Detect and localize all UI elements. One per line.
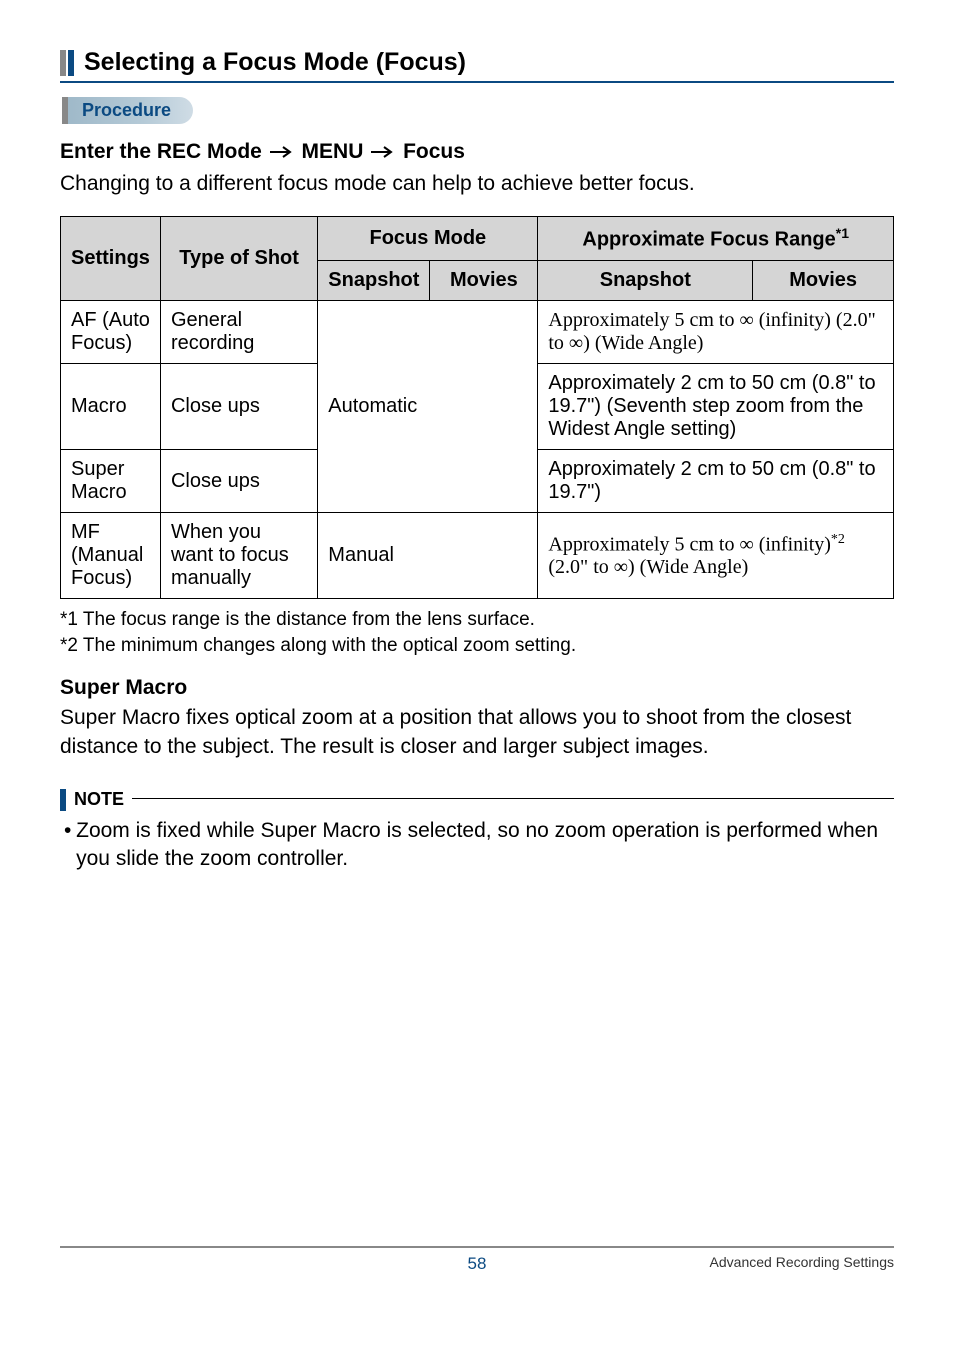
cell-focus-mode-auto: Automatic <box>318 301 538 513</box>
cell-setting: AF (Auto Focus) <box>61 301 161 364</box>
super-macro-text: Super Macro fixes optical zoom at a posi… <box>60 704 894 761</box>
cell-type: Close ups <box>160 364 317 450</box>
th-focus-mode: Focus Mode <box>318 217 538 261</box>
procedure-pill: Procedure <box>62 97 193 124</box>
cell-type: When you want to focus manually <box>160 513 317 599</box>
cell-range: Approximately 2 cm to 50 cm (0.8" to 19.… <box>538 450 894 513</box>
section-title: Selecting a Focus Mode (Focus) <box>84 48 466 77</box>
footnote-2: *2 The minimum changes along with the op… <box>60 633 894 659</box>
footnotes: *1 The focus range is the distance from … <box>60 607 894 658</box>
cell-focus-mode-manual: Manual <box>318 513 538 599</box>
th-range-snapshot: Snapshot <box>538 261 753 301</box>
table-header-row: Settings Type of Shot Focus Mode Approxi… <box>61 217 894 261</box>
cell-range: Approximately 2 cm to 50 cm (0.8" to 19.… <box>538 364 894 450</box>
section-heading: Selecting a Focus Mode (Focus) <box>60 48 894 83</box>
th-approx-range-sup: *1 <box>836 225 849 241</box>
arrow-icon <box>268 140 296 164</box>
cell-range: Approximately 5 cm to ∞ (infinity) (2.0"… <box>538 301 894 364</box>
arrow-icon <box>369 140 397 164</box>
footnote-1: *1 The focus range is the distance from … <box>60 607 894 633</box>
th-approx-range-text: Approximate Focus Range <box>582 229 835 251</box>
cell-setting: MF (Manual Focus) <box>61 513 161 599</box>
footnote-mark: *1 <box>60 609 78 630</box>
procedure-path: Enter the REC Mode MENU Focus <box>60 140 894 164</box>
super-macro-heading: Super Macro <box>60 676 894 700</box>
cell-type: General recording <box>160 301 317 364</box>
th-snapshot: Snapshot <box>318 261 430 301</box>
table-row: AF (Auto Focus) General recording Automa… <box>61 301 894 364</box>
cell-setting: Super Macro <box>61 450 161 513</box>
th-approx-range: Approximate Focus Range*1 <box>538 217 894 261</box>
cell-range-pre: Approximately 5 cm to ∞ (infinity) <box>548 533 831 555</box>
focus-mode-table: Settings Type of Shot Focus Mode Approxi… <box>60 216 894 599</box>
note-bar <box>60 789 66 811</box>
cell-type: Close ups <box>160 450 317 513</box>
note-bullet-text: Zoom is fixed while Super Macro is selec… <box>76 817 894 874</box>
cell-setting: Macro <box>61 364 161 450</box>
cell-range-post: (2.0" to ∞) (Wide Angle) <box>548 556 748 578</box>
list-item: • Zoom is fixed while Super Macro is sel… <box>64 817 894 874</box>
heading-bar-blue <box>68 50 74 76</box>
th-range-movies: Movies <box>753 261 894 301</box>
note-list: • Zoom is fixed while Super Macro is sel… <box>60 817 894 874</box>
footnote-text: The focus range is the distance from the… <box>78 609 535 630</box>
procedure-label: Procedure <box>82 100 171 120</box>
footnote-text: The minimum changes along with the optic… <box>78 635 576 656</box>
th-type-of-shot: Type of Shot <box>160 217 317 301</box>
cell-range-sup: *2 <box>831 532 845 547</box>
cell-range: Approximately 5 cm to ∞ (infinity)*2 (2.… <box>538 513 894 599</box>
heading-bar-gray <box>60 50 66 76</box>
footer-section: Advanced Recording Settings <box>710 1254 894 1270</box>
procedure-step-3: Focus <box>403 140 465 163</box>
note-label: NOTE <box>74 789 124 810</box>
table-row: MF (Manual Focus) When you want to focus… <box>61 513 894 599</box>
footnote-mark: *2 <box>60 635 78 656</box>
th-movies: Movies <box>430 261 538 301</box>
note-rule <box>132 798 894 799</box>
intro-text: Changing to a different focus mode can h… <box>60 170 894 198</box>
bullet-dot: • <box>64 817 76 874</box>
note-heading: NOTE <box>60 789 894 811</box>
page-number: 58 <box>468 1254 487 1274</box>
procedure-step-1: Enter the REC Mode <box>60 140 262 163</box>
procedure-step-2: MENU <box>302 140 364 163</box>
th-settings: Settings <box>61 217 161 301</box>
page-footer: 58 Advanced Recording Settings <box>60 1246 894 1276</box>
